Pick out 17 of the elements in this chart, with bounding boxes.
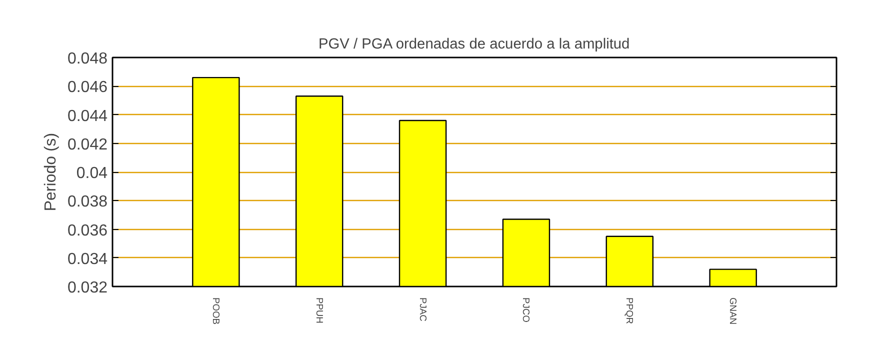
y-tick-label: 0.042 [67,136,108,154]
y-axis-title: Periodo (s) [42,132,60,212]
x-tick-label: PPQR [624,298,635,324]
y-tick-label: 0.034 [67,250,108,268]
y-tick-label: 0.048 [67,50,108,68]
y-tick-label: 0.036 [67,222,108,240]
y-tick-label: 0.046 [67,79,108,96]
x-tick-label: GNAN [728,298,738,324]
x-tick-label: PJAC [418,298,428,322]
chart-title: PGV / PGA ordenadas de acuerdo a la amplitud [318,36,630,52]
x-tick-label: POOB [210,298,221,324]
y-tick-label: 0.04 [76,165,108,182]
y-tick-label: 0.044 [67,108,108,125]
y-tick-label: 0.038 [67,194,108,211]
x-tick-label: PJCO [521,298,532,322]
x-tick-label: PPUH [314,298,324,324]
y-tick-label: 0.032 [67,280,108,296]
